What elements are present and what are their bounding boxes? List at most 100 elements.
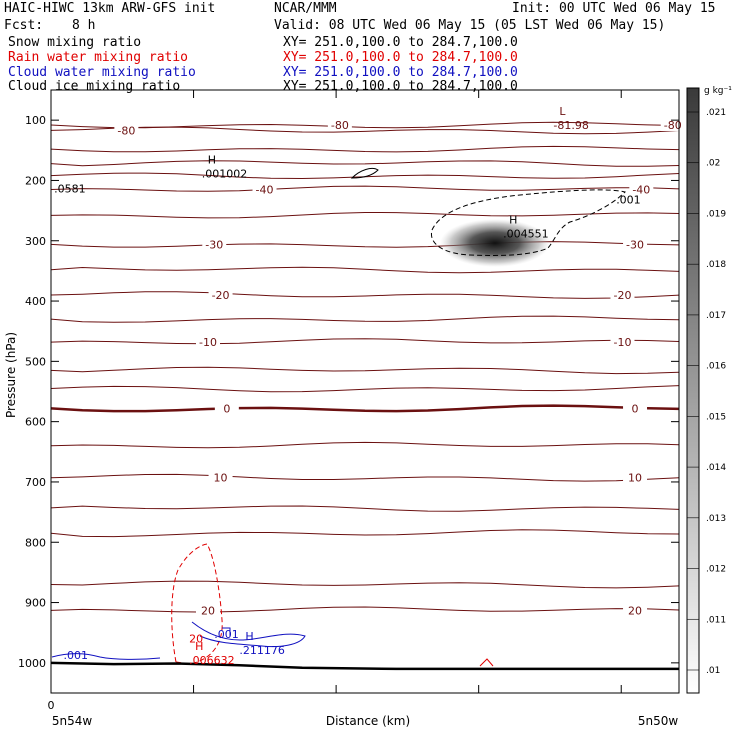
field-xy-cloud-water: XY= 251.0,100.0 to 284.7,100.0 — [283, 65, 518, 80]
isotherm-label-bg — [202, 238, 227, 251]
isotherm-label-bg — [327, 118, 352, 131]
isotherm-label: -30 — [205, 238, 223, 251]
isotherm-label: -40 — [256, 183, 274, 196]
isotherm-label-bg — [214, 402, 239, 415]
header-model: HAIC-HIWC 13km ARW-GFS init — [4, 1, 216, 16]
isotherm-line — [51, 315, 679, 323]
header-init: Init: 00 UTC Wed 06 May 15 — [512, 1, 716, 16]
colorbar-tick-label: .016 — [706, 362, 726, 372]
isotherm-line — [51, 505, 679, 512]
y-tick-label: 700 — [25, 476, 46, 489]
rain-water-small-contour — [479, 658, 494, 667]
isotherm-label: 10 — [628, 472, 642, 485]
y-tick-label: 200 — [25, 174, 46, 187]
isotherm-label-bg — [196, 336, 220, 349]
plot-frame — [50, 89, 680, 694]
contour-label: .001 — [214, 628, 239, 641]
isotherm-line — [51, 366, 679, 375]
isotherm-label-bg — [114, 124, 139, 137]
colorbar-tick-label: .021 — [706, 108, 726, 118]
colorbar-tick-label: .019 — [706, 209, 726, 219]
colorbar-tick-label: .018 — [706, 260, 726, 270]
isotherm-line — [51, 145, 679, 153]
contour-label: .001 — [616, 194, 641, 207]
extremum-value: -81.98 — [553, 119, 588, 132]
isotherm-line-labeled — [51, 338, 679, 345]
isotherm-label: -10 — [199, 336, 217, 349]
x-end-label: 5n50w — [638, 714, 679, 728]
isotherm-line — [51, 172, 679, 180]
y-tick-label: 1000 — [18, 657, 46, 670]
isotherm-label-bg — [610, 336, 635, 349]
isotherm-line-labeled — [51, 606, 679, 613]
colorbar-tick-label: .017 — [706, 311, 726, 321]
extremum-marker: H — [195, 640, 203, 653]
isotherm-line-labeled — [51, 126, 679, 135]
isotherm-line — [51, 580, 679, 589]
extremum-value: .001002 — [202, 167, 248, 180]
isotherm-label: -80 — [331, 119, 349, 132]
field-label-cloud-water: Cloud water mixing ratio — [8, 65, 196, 80]
x-axis-label: Distance (km) — [326, 714, 410, 728]
isotherm-label-bg — [623, 402, 648, 415]
isotherm-line-labeled — [51, 473, 679, 482]
isotherm-label: 10 — [214, 472, 228, 485]
colorbar-tick-label: .01 — [706, 666, 720, 676]
isotherm-label: -20 — [212, 289, 230, 302]
colorbar: g kg⁻¹ .021 .02 .019 .018 .017 .016 .015 .014 .0… — [686, 86, 732, 694]
colorbar-gradient — [686, 87, 700, 694]
isotherm-label: -10 — [613, 336, 631, 349]
contour-labels: -80 -80 -80 -40 -40 -30 -30 -20 -20 -10 -10 0 0 10 10 2… — [54, 105, 685, 667]
colorbar-tick-label: .012 — [706, 565, 726, 575]
y-tick-label: 800 — [25, 536, 46, 549]
field-label-rain: Rain water mixing ratio — [8, 50, 189, 65]
colorbar-tick-label: .015 — [706, 412, 726, 422]
isotherm-line — [51, 211, 679, 219]
isotherm-label: -80 — [664, 119, 682, 132]
cloud-water-contour-1 — [51, 653, 161, 660]
isotherm-label-bg — [252, 183, 277, 196]
isotherm-line-labeled — [51, 404, 679, 413]
isotherm-label-bg — [610, 289, 635, 302]
isotherm-label-bg — [208, 289, 233, 302]
isotherm-label-bg — [623, 471, 648, 484]
snow-shaded-max — [440, 219, 550, 267]
terrain-line — [50, 661, 679, 671]
rain-water-contour — [171, 543, 223, 665]
y-tick-label: 900 — [25, 597, 46, 610]
header-fcst-label: Fcst: — [4, 18, 44, 33]
isotherm-line — [51, 385, 679, 393]
cloud-water-contour-3 — [222, 627, 231, 636]
isotherm-label-bg — [208, 471, 233, 484]
isotherm-label: -20 — [613, 289, 631, 302]
isotherm-line — [51, 160, 679, 167]
isotherm-label: 0 — [223, 402, 230, 415]
isotherm-label: 20 — [628, 604, 642, 617]
colorbar-tick-label: .011 — [706, 615, 726, 625]
cloud-ice-contour — [431, 189, 626, 256]
y-tick-label: 300 — [25, 235, 46, 248]
y-tick-label: 400 — [25, 295, 46, 308]
colorbar-tick-label: .014 — [706, 463, 726, 473]
isotherm-label: 20 — [201, 604, 215, 617]
isotherm-line — [51, 441, 679, 449]
colorbar-tick-label: .02 — [706, 159, 720, 169]
field-xy-rain: XY= 251.0,100.0 to 284.7,100.0 — [283, 50, 518, 65]
x-axis-ticks — [193, 90, 622, 693]
extremum-value: .006632 — [189, 654, 235, 667]
extremum-value: .004551 — [503, 228, 549, 241]
contour-label: 20 — [189, 633, 203, 646]
isotherm-line — [51, 266, 679, 274]
y-axis-label: Pressure (hPa) — [4, 332, 18, 418]
colorbar-tick-label: .013 — [706, 514, 726, 524]
x-zero-label: 0 — [48, 699, 55, 712]
y-tick-label: 600 — [25, 416, 46, 429]
colorbar-unit: g kg⁻¹ — [704, 86, 732, 96]
header-valid: Valid: 08 UTC Wed 06 May 15 (05 LST Wed … — [274, 18, 666, 33]
field-xy-snow: XY= 251.0,100.0 to 284.7,100.0 — [283, 35, 518, 50]
isotherm-label: -80 — [117, 124, 135, 137]
y-tick-label: 500 — [25, 355, 46, 368]
cloud-ice-small-contour — [350, 167, 379, 179]
